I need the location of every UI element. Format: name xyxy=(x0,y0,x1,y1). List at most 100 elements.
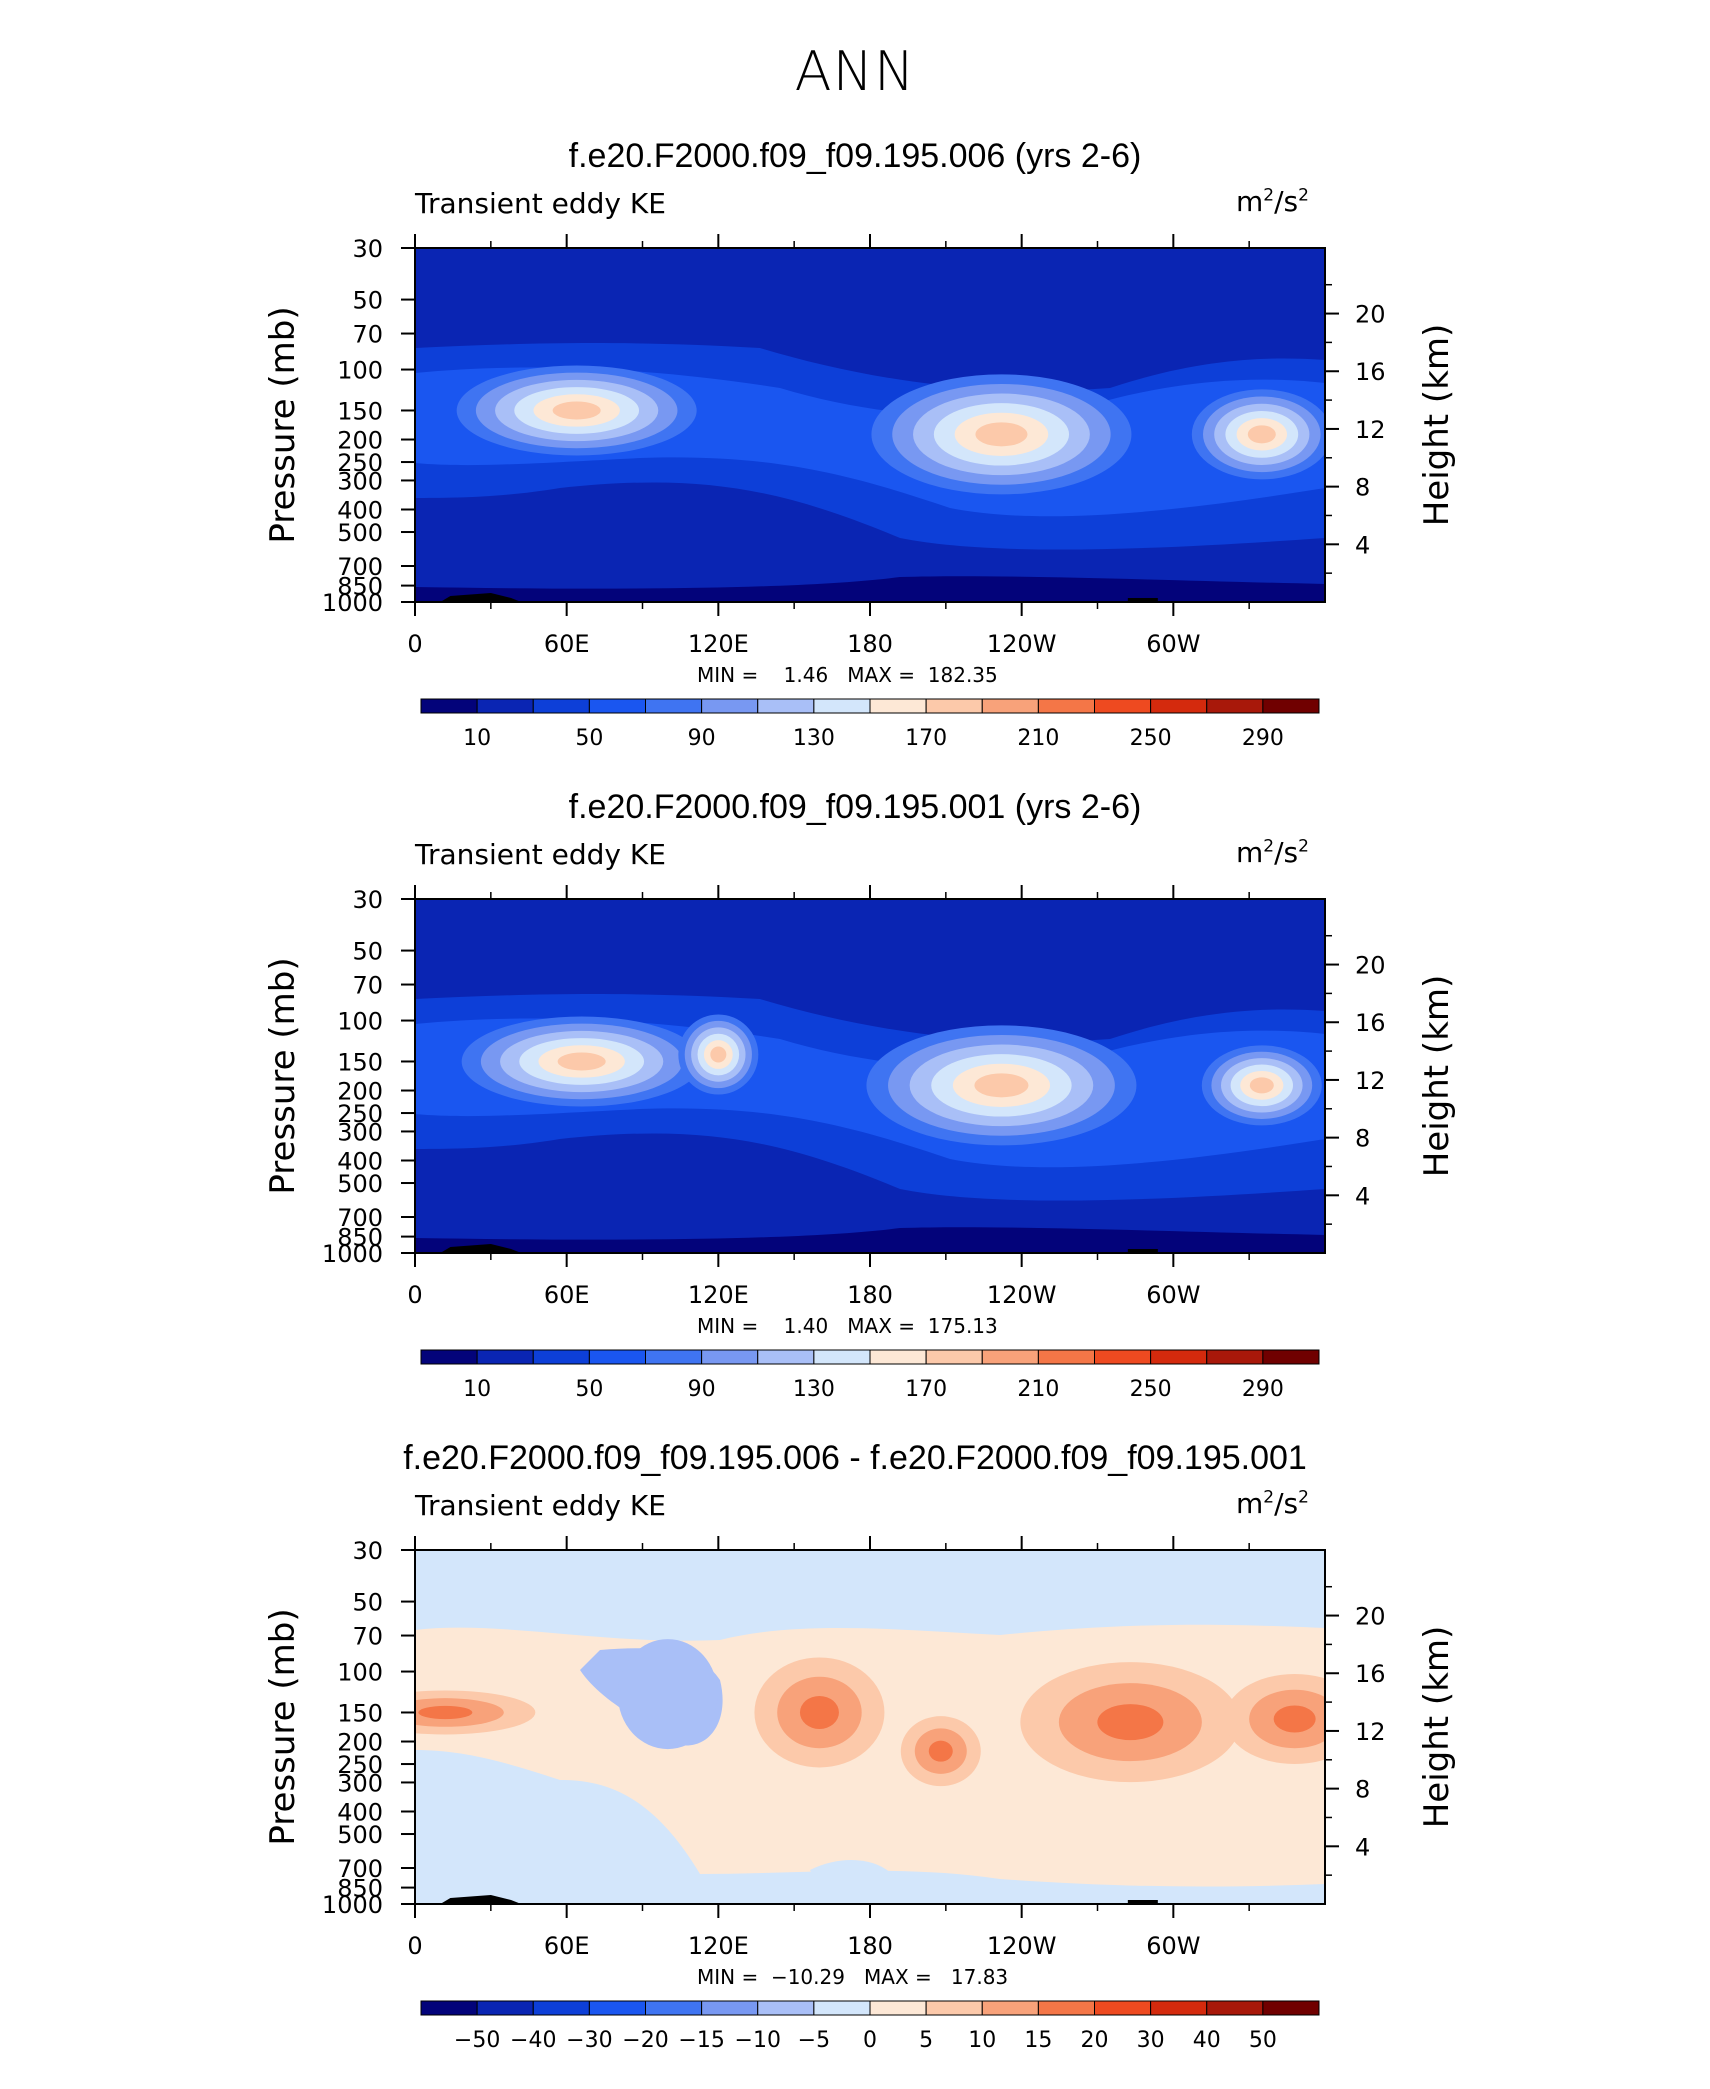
y-tick-label: 700 xyxy=(337,553,383,581)
x-tick-label: 120W xyxy=(987,1932,1057,1960)
colorbar-label: −40 xyxy=(510,2028,556,2053)
colorbar-label: −30 xyxy=(566,2028,612,2053)
colorbar-swatch xyxy=(757,698,815,714)
y-tick-label: 200 xyxy=(337,1729,383,1757)
colorbar-label: 10 xyxy=(463,1377,491,1402)
y-tick-label: 250 xyxy=(337,1100,383,1128)
panel-2: f.e20.F2000.f09_f09.195.001 (yrs 2-6) Tr… xyxy=(0,788,1710,1438)
contour-level xyxy=(552,401,601,420)
colorbar-swatch xyxy=(1262,2000,1320,2016)
y-right-tick-label: 20 xyxy=(1355,301,1386,329)
colorbar-label: 50 xyxy=(575,726,603,751)
x-tick-label: 60W xyxy=(1146,1281,1200,1309)
colorbar-label: 90 xyxy=(688,1377,716,1402)
colorbar-swatch xyxy=(476,1349,534,1365)
max-value: 175.13 xyxy=(927,1314,998,1338)
colorbar-swatch xyxy=(925,698,983,714)
contour-level xyxy=(415,1227,1325,1253)
contour-plot: 0 60E 120E 180 120W 60W3050701001502002503004… xyxy=(263,234,1457,751)
topography xyxy=(440,1244,522,1253)
y-right-tick-label: 12 xyxy=(1355,1718,1386,1746)
contour-level xyxy=(928,1740,953,1762)
y-tick-label: 1000 xyxy=(322,589,383,617)
min-max-readout: MIN = 1.46 MAX = 182.35 xyxy=(697,663,998,687)
y-tick-label: 150 xyxy=(337,1699,383,1727)
colorbar-swatch xyxy=(1150,1349,1208,1365)
y-axis-title: Pressure (mb) xyxy=(263,957,303,1194)
y-right-tick-label: 20 xyxy=(1355,952,1386,980)
min-max-readout: MIN = −10.29 MAX = 17.83 xyxy=(697,1965,1008,1989)
colorbar-swatch xyxy=(1206,2000,1264,2016)
colorbar-swatch xyxy=(420,2000,478,2016)
y-tick-label: 300 xyxy=(337,1769,383,1797)
colorbar-label: 130 xyxy=(793,1377,835,1402)
y-right-tick-label: 16 xyxy=(1355,1660,1386,1688)
colorbar-label: 15 xyxy=(1024,2028,1052,2053)
y-tick-label: 150 xyxy=(337,1048,383,1076)
y-tick-label: 30 xyxy=(352,886,383,914)
y-right-tick-label: 12 xyxy=(1355,1067,1386,1095)
colorbar: 10 50 90 130 170 210 250 290 xyxy=(420,698,1320,751)
panel-title: f.e20.F2000.f09_f09.195.006 (yrs 2-6) xyxy=(568,137,1142,175)
colorbar-swatch xyxy=(869,1349,927,1365)
contour-plot: 0 60E 120E 180 120W 60W3050701001502002503004… xyxy=(263,885,1457,1402)
contour-level xyxy=(415,576,1325,602)
colorbar: −50 −40 −30 −20 −15 −10 −5 0 5 10 15 20 30 40 50 xyxy=(420,2000,1320,2053)
contour-level xyxy=(799,1695,839,1729)
max-value: 17.83 xyxy=(950,1965,1009,1989)
x-tick-label: 120W xyxy=(987,630,1057,658)
x-tick-label: 60W xyxy=(1146,1932,1200,1960)
y-tick-label: 50 xyxy=(352,938,383,966)
contour-level xyxy=(710,1046,727,1063)
x-tick-label: 60E xyxy=(544,630,590,658)
min-value: 1.46 xyxy=(783,663,829,687)
y-tick-label: 100 xyxy=(337,1659,383,1687)
colorbar-label: 210 xyxy=(1017,726,1059,751)
topography xyxy=(1127,1900,1158,1904)
field-contours xyxy=(415,1550,1325,1904)
y-tick-label: 200 xyxy=(337,1078,383,1106)
colorbar-swatch xyxy=(869,698,927,714)
y-axis-title: Pressure (mb) xyxy=(263,306,303,543)
y-tick-label: 50 xyxy=(352,287,383,315)
colorbar-swatch xyxy=(645,1349,703,1365)
colorbar-swatch xyxy=(925,2000,983,2016)
min-label: MIN = xyxy=(697,1314,759,1338)
colorbar-swatch xyxy=(813,2000,871,2016)
y-tick-label: 850 xyxy=(337,1224,383,1252)
field-contours xyxy=(415,248,1325,602)
colorbar-label: 170 xyxy=(905,1377,947,1402)
min-value: 1.40 xyxy=(783,1314,829,1338)
panel-title: f.e20.F2000.f09_f09.195.006 - f.e20.F200… xyxy=(403,1439,1307,1477)
y-tick-label: 400 xyxy=(337,496,383,524)
x-tick-label: 0 xyxy=(407,1932,422,1960)
colorbar-swatch xyxy=(532,2000,590,2016)
y-right-axis-title: Height (km) xyxy=(1417,1626,1457,1829)
max-value: 182.35 xyxy=(927,663,998,687)
max-label: MAX = xyxy=(847,663,916,687)
y-right-axis-title: Height (km) xyxy=(1417,324,1457,527)
colorbar-swatch xyxy=(869,2000,927,2016)
x-tick-label: 0 xyxy=(407,630,422,658)
colorbar-swatch xyxy=(1094,698,1152,714)
y-tick-label: 250 xyxy=(337,449,383,477)
units-label: m2/s2 xyxy=(1236,836,1309,869)
contour-level xyxy=(975,422,1028,447)
colorbar-swatch xyxy=(420,1349,478,1365)
colorbar-swatch xyxy=(1150,2000,1208,2016)
y-tick-label: 300 xyxy=(337,467,383,495)
colorbar-label: 90 xyxy=(688,726,716,751)
colorbar-swatch xyxy=(645,698,703,714)
y-tick-label: 700 xyxy=(337,1204,383,1232)
panel-1: f.e20.F2000.f09_f09.195.006 (yrs 2-6) Tr… xyxy=(0,137,1710,787)
colorbar-swatch xyxy=(701,1349,759,1365)
y-tick-label: 500 xyxy=(337,1821,383,1849)
y-tick-label: 850 xyxy=(337,573,383,601)
contour-level xyxy=(1249,1077,1274,1094)
y-right-tick-label: 4 xyxy=(1355,531,1370,559)
plot-area: 0 60E 120E 180 120W 60W3050701001502002503004… xyxy=(263,234,1457,751)
colorbar-swatch xyxy=(1094,2000,1152,2016)
colorbar-swatch xyxy=(476,698,534,714)
topography xyxy=(1127,1249,1158,1253)
y-tick-label: 30 xyxy=(352,235,383,263)
